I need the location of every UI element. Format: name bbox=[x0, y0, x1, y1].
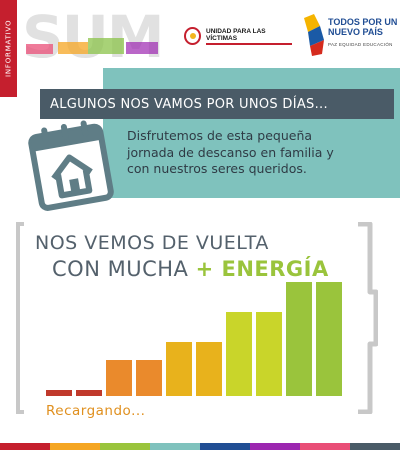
energy-meter bbox=[46, 282, 342, 396]
energy-bar bbox=[226, 312, 252, 396]
svg-text:SUMA: SUMA bbox=[22, 8, 162, 64]
energy-bar bbox=[106, 360, 132, 396]
left-bracket bbox=[16, 222, 24, 414]
right-bracket bbox=[358, 222, 378, 414]
calendar-home-icon bbox=[28, 120, 114, 211]
message-line-1: NOS VEMOS DE VUELTA bbox=[35, 232, 269, 254]
message-line-2-text: CON MUCHA bbox=[52, 257, 189, 281]
side-label: INFORMATIVO bbox=[4, 19, 13, 78]
todos-por-un-nuevo-pais-logo bbox=[304, 14, 324, 56]
bottom-color-strip bbox=[0, 443, 400, 450]
recharging-status: Recargando... bbox=[46, 403, 146, 419]
energy-accent: + ENERGÍA bbox=[195, 257, 329, 281]
suma-logo-text: SUMA bbox=[22, 8, 162, 64]
banner-body-line: con nuestros seres queridos. bbox=[127, 161, 307, 176]
energy-bar bbox=[136, 360, 162, 396]
energy-bar bbox=[286, 282, 312, 396]
energy-bar bbox=[256, 312, 282, 396]
banner-body-line: Disfrutemos de esta pequeña bbox=[127, 128, 313, 143]
energy-bar bbox=[76, 390, 102, 396]
energy-bar bbox=[316, 282, 342, 396]
suma-logo: SUMA bbox=[22, 8, 162, 64]
banner-title: ALGUNOS NOS VAMOS POR UNOS DÍAS... bbox=[40, 89, 394, 119]
banner-body-line: jornada de descanso en familia y bbox=[127, 144, 334, 160]
side-strip bbox=[0, 0, 17, 97]
banner-body: Disfrutemos de esta pequeña jornada de d… bbox=[127, 128, 392, 178]
energy-bar bbox=[46, 390, 72, 396]
victimas-logo: UNIDAD PARA LAS VÍCTIMAS bbox=[184, 24, 292, 48]
energy-bar bbox=[166, 342, 192, 396]
gov-logo-subtitle: PAZ EQUIDAD EDUCACIÓN bbox=[328, 42, 393, 47]
gov-logo-title: TODOS POR UN NUEVO PAÍS bbox=[328, 17, 398, 37]
message-line-2: CON MUCHA + ENERGÍA bbox=[52, 257, 329, 281]
energy-bar bbox=[196, 342, 222, 396]
seal-icon bbox=[184, 27, 202, 45]
victimas-logo-text: UNIDAD PARA LAS VÍCTIMAS bbox=[206, 28, 292, 45]
